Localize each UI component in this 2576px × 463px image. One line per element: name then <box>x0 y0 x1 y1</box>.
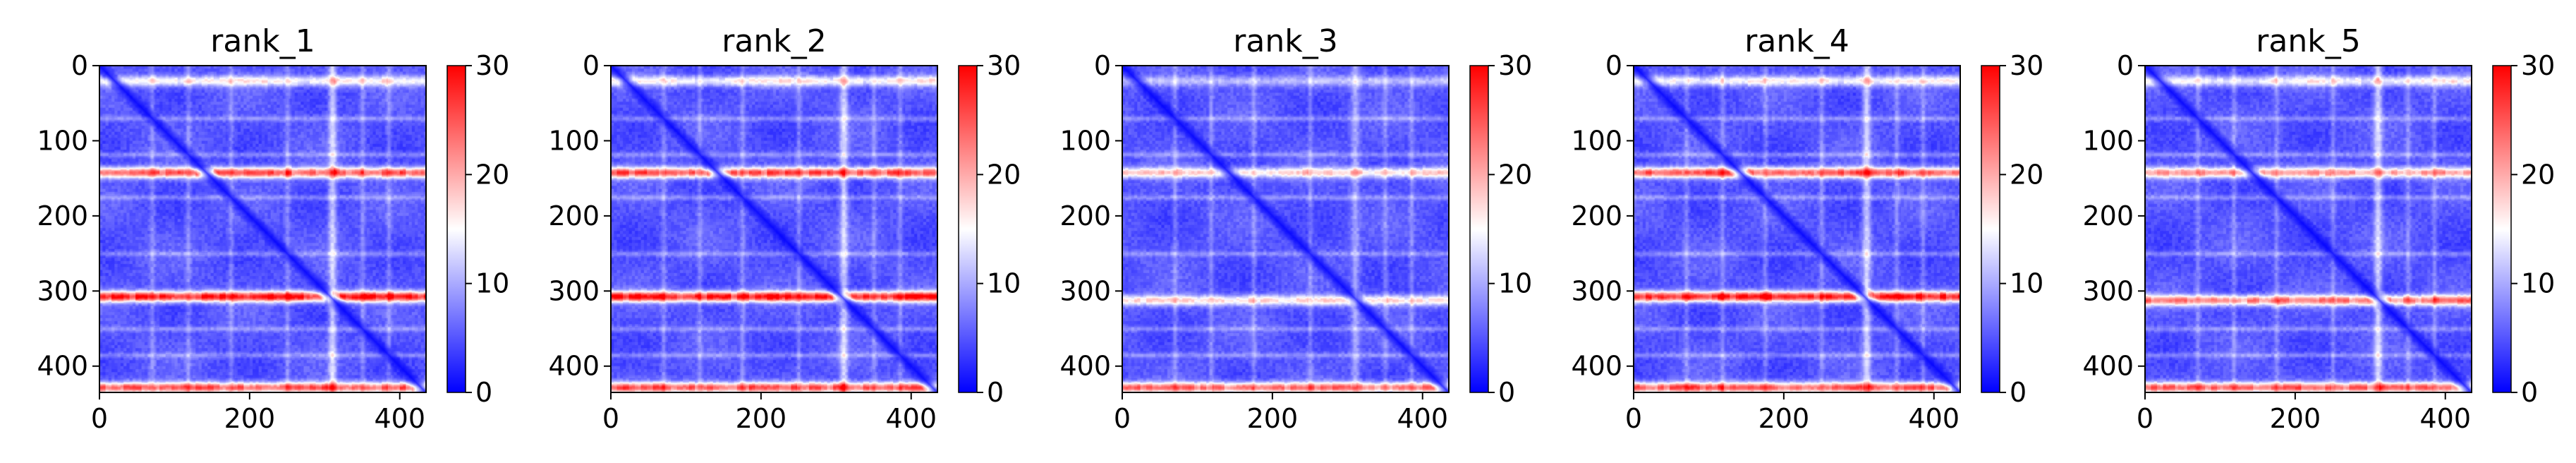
x-tick-label: 200 <box>736 403 787 434</box>
colorbar-tick-label: 0 <box>475 377 492 408</box>
colorbar-tick-label: 30 <box>475 50 509 81</box>
colorbar-tick-label: 10 <box>475 268 509 299</box>
heatmap-image <box>611 66 937 392</box>
heatmap-image <box>1122 66 1449 392</box>
colorbar-tick-label: 0 <box>2521 377 2538 408</box>
y-tick-label: 0 <box>1605 50 1622 81</box>
y-tick-label: 100 <box>37 125 88 156</box>
x-tick-label: 400 <box>1397 403 1448 434</box>
x-tick-label: 0 <box>91 403 108 434</box>
x-tick-label: 400 <box>885 403 937 434</box>
y-tick-label: 300 <box>1571 275 1622 306</box>
y-tick-label: 400 <box>1571 351 1622 382</box>
colorbar-tick-label: 0 <box>2010 377 2027 408</box>
panel-title: rank_1 <box>210 23 315 59</box>
colorbar <box>958 65 978 393</box>
colorbar-tick-label: 10 <box>987 268 1021 299</box>
x-tick-label: 0 <box>1114 403 1131 434</box>
x-tick-label: 200 <box>2270 403 2321 434</box>
y-tick-label: 0 <box>71 50 88 81</box>
y-tick-label: 300 <box>2082 275 2134 306</box>
y-tick-label: 200 <box>1059 200 1111 232</box>
y-tick-label: 200 <box>2082 200 2134 232</box>
x-tick-label: 0 <box>602 403 619 434</box>
x-tick-label: 0 <box>1625 403 1642 434</box>
y-tick-label: 200 <box>548 200 600 232</box>
axes-frame <box>2144 65 2472 393</box>
colorbar-tick-label: 0 <box>987 377 1004 408</box>
colorbar-tick-label: 30 <box>2521 50 2555 81</box>
y-tick-label: 100 <box>1571 125 1622 156</box>
panel-title: rank_5 <box>2256 23 2360 59</box>
y-tick-label: 200 <box>37 200 88 232</box>
y-tick-label: 100 <box>2082 125 2134 156</box>
colorbar-tick-label: 10 <box>1498 268 1532 299</box>
y-tick-label: 400 <box>1059 351 1111 382</box>
y-tick-label: 0 <box>583 50 600 81</box>
x-tick-label: 200 <box>224 403 276 434</box>
colorbar-tick-label: 20 <box>987 159 1021 190</box>
colorbar-tick-label: 30 <box>1498 50 1532 81</box>
axes-frame <box>1633 65 1961 393</box>
y-tick-label: 0 <box>1094 50 1111 81</box>
y-tick-label: 300 <box>1059 275 1111 306</box>
y-tick-label: 0 <box>2117 50 2134 81</box>
x-tick-label: 200 <box>1247 403 1299 434</box>
axes-frame <box>610 65 938 393</box>
heatmap-image <box>1634 66 1960 392</box>
y-tick-label: 300 <box>548 275 600 306</box>
colorbar-tick-label: 20 <box>2521 159 2555 190</box>
colorbar-tick-label: 20 <box>1498 159 1532 190</box>
axes-frame <box>1122 65 1450 393</box>
y-tick-label: 100 <box>548 125 600 156</box>
x-tick-label: 400 <box>374 403 425 434</box>
colorbar-tick-label: 20 <box>475 159 509 190</box>
y-tick-label: 400 <box>548 351 600 382</box>
panel-title: rank_2 <box>722 23 826 59</box>
y-tick-label: 300 <box>37 275 88 306</box>
panel-title: rank_4 <box>1744 23 1849 59</box>
colorbar-tick-label: 20 <box>2010 159 2043 190</box>
colorbar <box>2492 65 2512 393</box>
colorbar <box>1469 65 1489 393</box>
panel-title: rank_3 <box>1233 23 1337 59</box>
y-tick-label: 200 <box>1571 200 1622 232</box>
colorbar-tick-label: 30 <box>2010 50 2043 81</box>
colorbar <box>1981 65 2000 393</box>
colorbar <box>446 65 466 393</box>
x-tick-label: 0 <box>2137 403 2153 434</box>
colorbar-tick-label: 10 <box>2521 268 2555 299</box>
heatmap-image <box>99 66 426 392</box>
x-tick-label: 400 <box>2419 403 2471 434</box>
axes-frame <box>99 65 427 393</box>
colorbar-tick-label: 30 <box>987 50 1021 81</box>
y-tick-label: 400 <box>37 351 88 382</box>
x-tick-label: 400 <box>1908 403 1960 434</box>
heatmap-image <box>2145 66 2472 392</box>
y-tick-label: 400 <box>2082 351 2134 382</box>
y-tick-label: 100 <box>1059 125 1111 156</box>
colorbar-tick-label: 10 <box>2010 268 2043 299</box>
colorbar-tick-label: 0 <box>1498 377 1515 408</box>
x-tick-label: 200 <box>1758 403 1810 434</box>
